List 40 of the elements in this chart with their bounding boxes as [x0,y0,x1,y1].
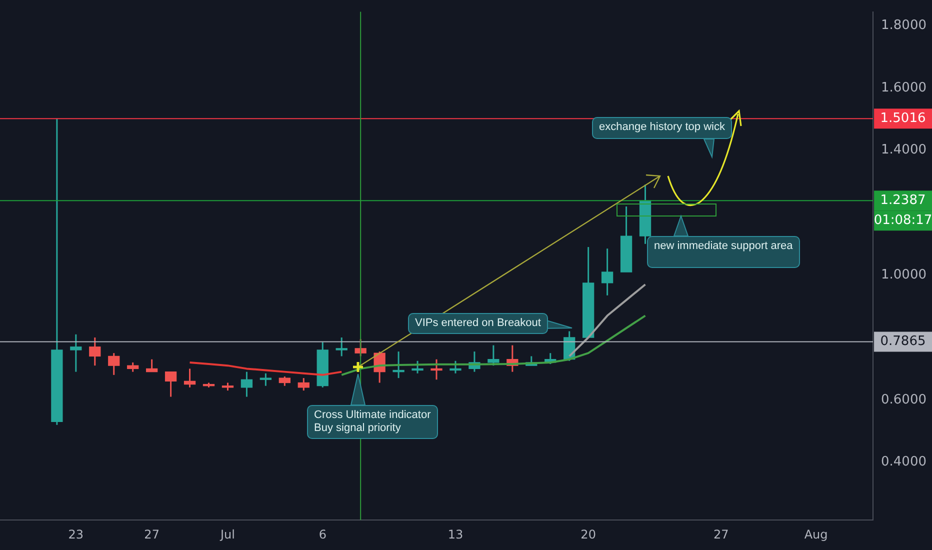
annotation: VIPs entered on Breakout [408,313,548,334]
candlestick [260,372,272,387]
y-tick-label: 1.0000 [881,267,926,282]
x-tick-label: 6 [318,527,326,542]
candlestick [108,352,120,376]
x-tick-label: 27 [144,527,160,542]
candlestick [412,360,424,374]
annotation: Cross Ultimate indicator Buy signal priority [307,405,438,439]
y-tick-label: 0.4000 [881,454,926,470]
candlestick [392,350,404,379]
text: 01:08:17 [874,213,932,228]
candlestick [184,368,196,388]
candlestick [89,336,101,366]
candlestick [430,358,442,380]
candlestick [127,362,139,373]
ref-line-label: 0.7865 [880,334,926,350]
x-tick-label: Jul [219,527,235,542]
annotation: new immediate support area [647,236,800,268]
annotation: exchange history top wick [592,117,732,139]
candlestick [601,248,614,296]
candlestick [298,377,310,392]
ref-line-label: 1.5016 [880,110,926,126]
x-tick-label: Aug [804,527,828,542]
x-tick-label: 13 [448,527,464,542]
x-tick-label: 20 [580,527,596,542]
candlestick [278,376,291,387]
y-tick-label: 1.6000 [881,80,926,96]
candlestick [240,371,253,398]
candlestick [70,334,82,373]
candlestick [164,371,177,398]
candlestick [450,360,462,374]
y-tick-label: 1.4000 [881,142,926,158]
candlestick [146,358,158,373]
candlestick [336,336,348,357]
ref-line-label: 1.2387 [880,193,926,208]
y-tick-label: 0.6000 [881,392,926,408]
x-tick-label: 27 [714,527,729,542]
y-tick-label: 1.8000 [881,18,926,33]
x-tick-label: 23 [68,527,84,542]
candlestick [488,344,500,366]
